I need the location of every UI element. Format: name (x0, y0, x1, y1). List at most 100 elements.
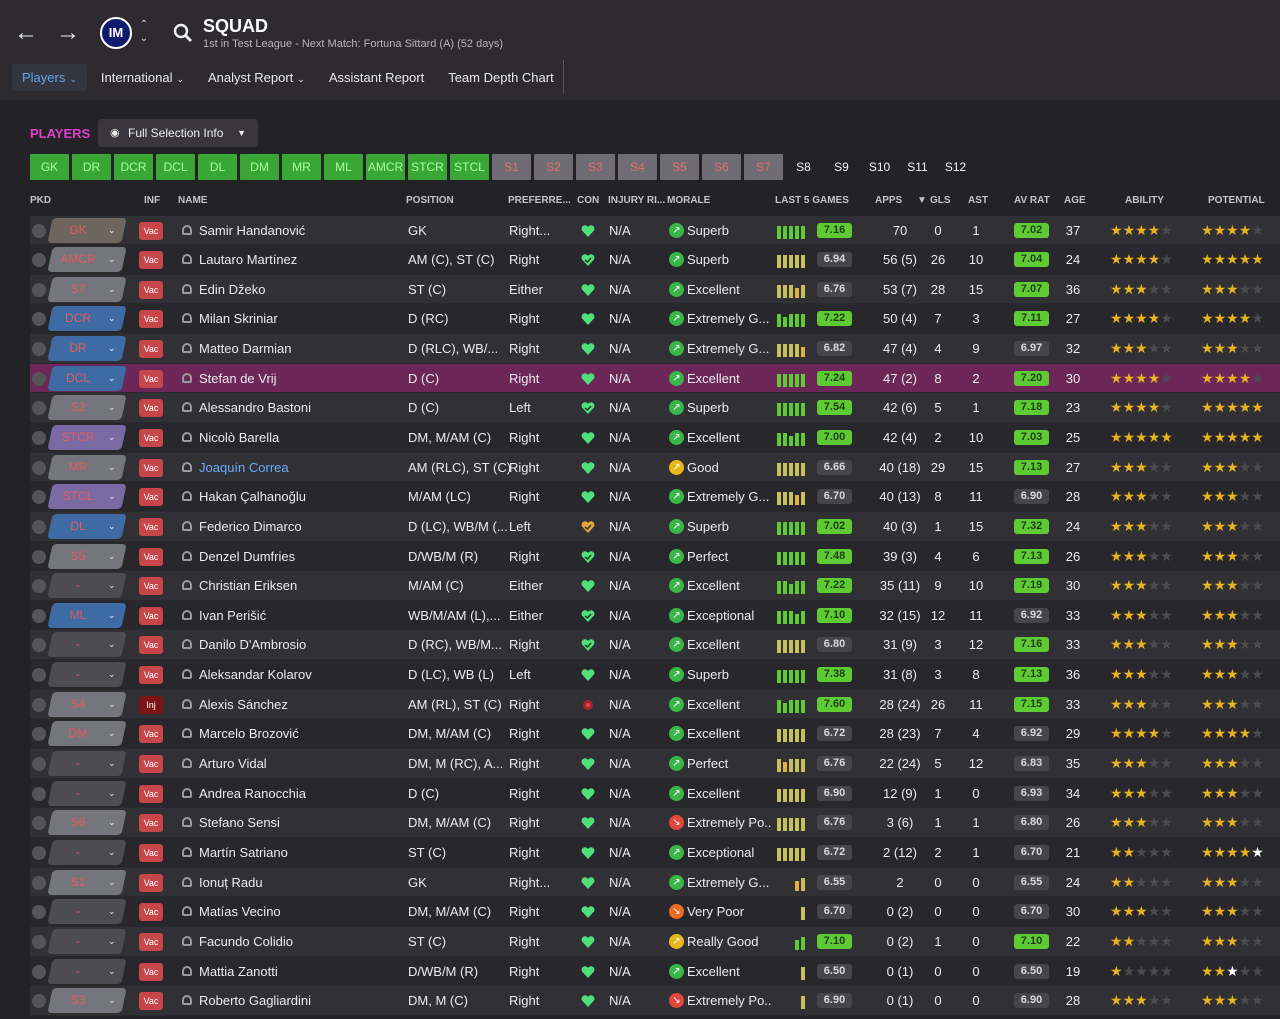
inf-badge[interactable]: Inj (139, 695, 163, 714)
subnav-team-depth-chart[interactable]: Team Depth Chart (438, 64, 564, 91)
position-button-s3[interactable]: S3 (576, 154, 615, 180)
table-row[interactable]: S3 ⌄ Vac Roberto Gagliardini DM, M (C) Right N… (30, 986, 1280, 1016)
inf-badge[interactable]: Vac (139, 992, 163, 1011)
pkd-checkbox[interactable] (32, 845, 46, 860)
subnav-analyst-report[interactable]: Analyst Report ⌄ (198, 64, 315, 91)
inf-badge[interactable]: Vac (139, 962, 163, 981)
table-row[interactable]: - ⌄ Vac Facundo Colidio ST (C) Right N/A ↗ Reall… (30, 926, 1280, 957)
col-preferred-foot[interactable]: PREFERRE... (508, 195, 571, 206)
position-button-ml[interactable]: ML (324, 154, 363, 180)
inf-badge[interactable]: Vac (139, 369, 163, 388)
position-button-stcr[interactable]: STCR (408, 154, 447, 180)
col-name[interactable]: NAME (178, 195, 208, 206)
player-name[interactable]: Alexis Sánchez (199, 696, 288, 712)
pkd-checkbox[interactable] (32, 460, 46, 475)
selection-slot-dropdown[interactable]: S2 ⌄ (47, 395, 127, 421)
selection-slot-dropdown[interactable]: DCR ⌄ (47, 306, 127, 332)
pkd-checkbox[interactable] (32, 401, 46, 416)
selection-slot-dropdown[interactable]: S5 ⌄ (47, 543, 127, 569)
player-name[interactable]: Stefano Sensi (199, 815, 280, 831)
view-selector[interactable]: ◉ Full Selection Info ▼ (98, 119, 258, 147)
player-name[interactable]: Samir Handanović (199, 222, 306, 238)
selection-slot-dropdown[interactable]: - ⌄ (47, 632, 127, 658)
player-name[interactable]: Denzel Dumfries (199, 548, 296, 564)
pkd-checkbox[interactable] (32, 786, 46, 801)
col-inf[interactable]: INF (144, 195, 161, 206)
selection-slot-dropdown[interactable]: - ⌄ (47, 751, 127, 777)
inf-badge[interactable]: Vac (139, 903, 163, 922)
selection-slot-dropdown[interactable]: STCL ⌄ (47, 484, 127, 510)
col-injury[interactable]: INJURY RI... (608, 195, 666, 206)
table-row[interactable]: - ⌄ Vac Mattia Zanotti D/WB/M (R) Right N/A ↗ Ex… (30, 956, 1280, 987)
position-button-gk[interactable]: GK (30, 154, 69, 180)
inf-badge[interactable]: Vac (139, 636, 163, 655)
table-row[interactable]: - ⌄ Vac Danilo D'Ambrosio D (RC), WB/M... Rig… (30, 630, 1280, 661)
pkd-checkbox[interactable] (32, 608, 46, 623)
club-badge[interactable]: IM (100, 17, 132, 49)
player-name[interactable]: Stefan de Vrij (199, 370, 277, 386)
position-button-dcl[interactable]: DCL (156, 154, 195, 180)
pkd-checkbox[interactable] (32, 282, 46, 297)
table-row[interactable]: - ⌄ Vac Andrea Ranocchia D (C) Right N/A ↗ Excel… (30, 778, 1280, 809)
position-button-s11[interactable]: S11 (907, 160, 928, 174)
table-row[interactable]: GK ⌄ Vac Samir Handanović GK Right... N/A ↗ Supe… (30, 215, 1280, 246)
table-row[interactable]: - ⌄ Vac Aleksandar Kolarov D (LC), WB (L) Lef… (30, 660, 1280, 690)
pkd-checkbox[interactable] (32, 994, 46, 1009)
inf-badge[interactable]: Vac (139, 666, 163, 685)
selection-slot-dropdown[interactable]: S7 ⌄ (47, 276, 127, 302)
player-name[interactable]: Danilo D'Ambrosio (199, 637, 307, 653)
inf-badge[interactable]: Vac (139, 606, 163, 625)
selection-slot-dropdown[interactable]: - ⌄ (47, 928, 127, 954)
player-name[interactable]: Roberto Gagliardini (199, 993, 312, 1009)
inf-badge[interactable]: Vac (139, 932, 163, 951)
pkd-checkbox[interactable] (32, 638, 46, 653)
pkd-checkbox[interactable] (32, 905, 46, 920)
table-row[interactable]: S7 ⌄ Vac Edin Džeko ST (C) Either N/A ↗ Excellen… (30, 274, 1280, 305)
pkd-checkbox[interactable] (32, 490, 46, 505)
table-row[interactable]: ML ⌄ Vac Ivan Perišić WB/M/AM (L),... Either N… (30, 600, 1280, 631)
inf-badge[interactable]: Vac (139, 577, 163, 596)
pkd-checkbox[interactable] (32, 579, 46, 594)
table-row[interactable]: S1 ⌄ Vac Ionuț Radu GK Right... N/A ↗ Extremely … (30, 867, 1280, 898)
table-row[interactable]: - ⌄ Vac Matías Vecino DM, M/AM (C) Right N/A ↘ V… (30, 897, 1280, 927)
selection-slot-dropdown[interactable]: - ⌄ (47, 839, 127, 865)
selection-slot-dropdown[interactable]: - ⌄ (47, 899, 127, 925)
table-row[interactable]: STCL ⌄ Vac Hakan Çalhanoğlu M/AM (LC) Right N/… (30, 482, 1280, 512)
col-ability[interactable]: ABILITY (1125, 195, 1164, 206)
player-name[interactable]: Christian Eriksen (199, 578, 298, 594)
player-name[interactable]: Martín Satriano (199, 844, 288, 860)
selection-slot-dropdown[interactable]: - ⌄ (47, 780, 127, 806)
player-name[interactable]: Matías Vecino (199, 904, 281, 920)
selection-slot-dropdown[interactable]: S3 ⌄ (47, 988, 127, 1014)
subnav-international[interactable]: International ⌄ (91, 64, 194, 91)
pkd-checkbox[interactable] (32, 875, 46, 890)
pkd-checkbox[interactable] (32, 430, 46, 445)
player-name[interactable]: Andrea Ranocchia (199, 785, 306, 801)
player-name[interactable]: Edin Džeko (199, 281, 266, 297)
player-name[interactable]: Federico Dimarco (199, 518, 302, 534)
pkd-checkbox[interactable] (32, 549, 46, 564)
selection-slot-dropdown[interactable]: S1 ⌄ (47, 869, 127, 895)
inf-badge[interactable]: Vac (139, 280, 163, 299)
col-gls[interactable]: GLS (930, 195, 951, 206)
pkd-checkbox[interactable] (32, 964, 46, 979)
inf-badge[interactable]: Vac (139, 428, 163, 447)
inf-badge[interactable]: Vac (139, 814, 163, 833)
table-row[interactable]: DCR ⌄ Vac Milan Skriniar D (RC) Right N/A ↗ Extr… (30, 304, 1280, 335)
selection-slot-dropdown[interactable]: STCR ⌄ (47, 424, 127, 450)
club-switch-chevrons-icon[interactable]: ⌃ ⌄ (139, 19, 149, 44)
inf-badge[interactable]: Vac (139, 843, 163, 862)
pkd-checkbox[interactable] (32, 253, 46, 268)
position-button-s2[interactable]: S2 (534, 154, 573, 180)
pkd-checkbox[interactable] (32, 668, 46, 683)
table-row[interactable]: S4 ⌄ Inj Alexis Sánchez AM (RL), ST (C) Right… (30, 689, 1280, 720)
selection-slot-dropdown[interactable]: S4 ⌄ (47, 691, 127, 717)
subnav-assistant-report[interactable]: Assistant Report (319, 64, 434, 91)
player-name[interactable]: Aleksandar Kolarov (199, 667, 312, 683)
pkd-checkbox[interactable] (32, 519, 46, 534)
position-button-s6[interactable]: S6 (702, 154, 741, 180)
position-button-s12[interactable]: S12 (944, 160, 967, 174)
inf-badge[interactable]: Vac (139, 458, 163, 477)
table-row[interactable]: - ⌄ Vac Christian Eriksen M/AM (C) Either N/A ↗… (30, 571, 1280, 601)
selection-slot-dropdown[interactable]: DM ⌄ (47, 721, 127, 747)
